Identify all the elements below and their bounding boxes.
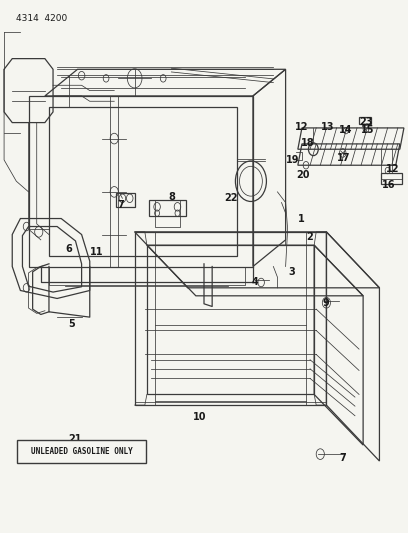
Text: 2: 2 xyxy=(307,232,313,242)
Text: 6: 6 xyxy=(65,244,72,254)
Text: 22: 22 xyxy=(224,193,237,203)
Text: 21: 21 xyxy=(69,434,82,443)
FancyBboxPatch shape xyxy=(17,440,146,463)
Text: UNLEADED GASOLINE ONLY: UNLEADED GASOLINE ONLY xyxy=(31,447,133,456)
Text: 18: 18 xyxy=(301,138,315,148)
Text: 17: 17 xyxy=(337,154,350,163)
Text: 4314  4200: 4314 4200 xyxy=(16,14,68,23)
Text: 8: 8 xyxy=(169,192,175,202)
Text: 4: 4 xyxy=(252,278,258,287)
Text: 19: 19 xyxy=(286,155,300,165)
Text: 12: 12 xyxy=(386,165,399,174)
Text: 9: 9 xyxy=(322,298,329,308)
Text: 7: 7 xyxy=(118,200,124,210)
Text: 12: 12 xyxy=(295,122,309,132)
Text: 13: 13 xyxy=(321,122,335,132)
Text: 1: 1 xyxy=(298,214,304,223)
Text: 3: 3 xyxy=(288,267,295,277)
Text: 23: 23 xyxy=(359,117,373,126)
Text: 16: 16 xyxy=(381,180,395,190)
Text: 20: 20 xyxy=(296,170,310,180)
Text: 7: 7 xyxy=(339,454,346,463)
Text: 5: 5 xyxy=(68,319,75,328)
Text: 14: 14 xyxy=(339,125,353,134)
Text: 11: 11 xyxy=(89,247,103,256)
Text: 15: 15 xyxy=(361,125,375,134)
Text: 10: 10 xyxy=(193,412,207,422)
